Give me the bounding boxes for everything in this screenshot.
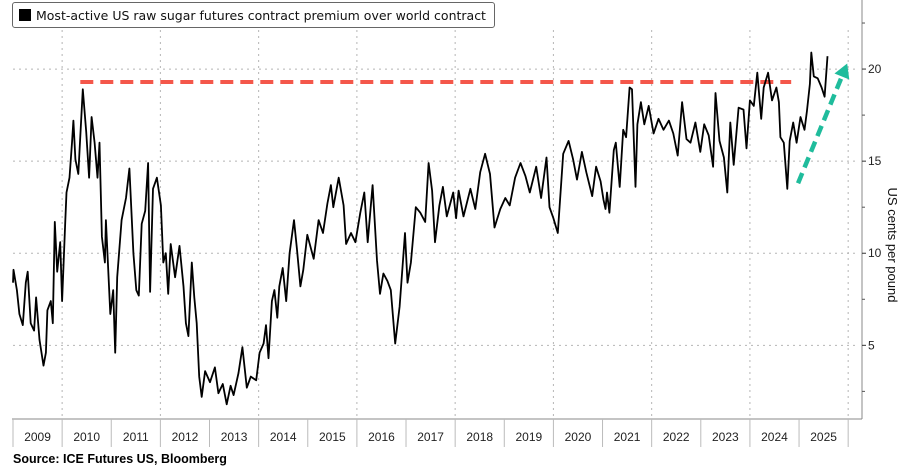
annotations xyxy=(80,63,850,185)
x-tick-label: 2017 xyxy=(417,430,444,444)
source-note: Source: ICE Futures US, Bloomberg xyxy=(13,452,227,466)
series-line xyxy=(12,51,829,406)
x-tick-label: 2021 xyxy=(614,430,641,444)
x-tick-label: 2011 xyxy=(123,430,149,444)
x-tick-label: 2022 xyxy=(663,430,690,444)
y-tick-label: 20 xyxy=(868,62,882,76)
x-tick-label: 2010 xyxy=(73,430,100,444)
x-tick-label: 2023 xyxy=(712,430,739,444)
x-tick-label: 2020 xyxy=(565,430,592,444)
x-tick-label: 2014 xyxy=(270,430,297,444)
trend-arrow-shaft xyxy=(795,75,844,185)
series xyxy=(12,51,829,406)
y-tick-label: 15 xyxy=(868,154,882,168)
legend-swatch xyxy=(19,9,31,21)
x-tick-label: 2024 xyxy=(761,430,788,444)
x-tick-label: 2025 xyxy=(810,430,837,444)
axes: 5 10 15 20 2009 2010 2011 2012 2013 2014 2015 2016 2… xyxy=(12,0,882,447)
x-tick-label: 2009 xyxy=(24,430,51,444)
legend: Most-active US raw sugar futures contrac… xyxy=(12,2,495,28)
x-tick-label: 2016 xyxy=(368,430,395,444)
y-tick-label: 5 xyxy=(868,338,875,352)
y-tick-label: 10 xyxy=(868,246,882,260)
x-tick-label: 2015 xyxy=(319,430,346,444)
x-tick-label: 2013 xyxy=(221,430,248,444)
gridlines xyxy=(13,30,858,419)
x-tick-label: 2019 xyxy=(515,430,542,444)
legend-label: Most-active US raw sugar futures contrac… xyxy=(36,7,486,23)
x-tick-label: 2018 xyxy=(466,430,493,444)
trend-arrow-head-icon xyxy=(834,63,850,80)
y-axis-title: US cents per pound xyxy=(885,187,900,303)
x-tick-label: 2012 xyxy=(172,430,199,444)
